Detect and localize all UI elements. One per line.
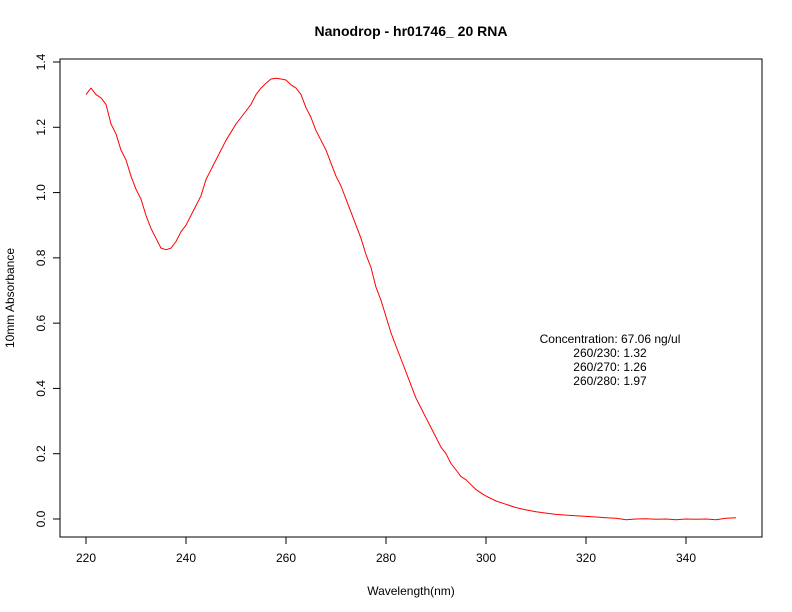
y-tick-label: 0.8	[34, 249, 48, 266]
y-axis-label: 10mm Absorbance	[3, 248, 17, 348]
annotation-concentration: Concentration: 67.06 ng/ul	[540, 332, 681, 346]
x-tick-label: 220	[76, 551, 96, 565]
annotation-box: Concentration: 67.06 ng/ul 260/230: 1.32…	[540, 332, 681, 388]
y-tick-label: 0.0	[34, 510, 48, 527]
x-axis-label: Wavelength(nm)	[367, 584, 455, 598]
y-tick-label: 1.0	[34, 184, 48, 201]
y-tick-label: 0.6	[34, 314, 48, 331]
plot-frame	[59, 58, 763, 538]
x-tick-label: 300	[476, 551, 496, 565]
y-tick-label: 1.4	[34, 53, 48, 70]
y-axis: 0.0 0.2 0.4 0.6 0.8 1.0 1.2 1.4	[34, 53, 61, 527]
x-tick-label: 240	[176, 551, 196, 565]
x-tick-label: 260	[276, 551, 296, 565]
x-axis: 220 240 260 280 300 320 340	[76, 536, 696, 565]
series-line-absorbance	[85, 77, 737, 521]
series-group	[85, 77, 737, 521]
y-tick-label: 0.2	[34, 445, 48, 462]
y-tick-label: 1.2	[34, 119, 48, 136]
x-tick-label: 280	[376, 551, 396, 565]
y-tick-label: 0.4	[34, 380, 48, 397]
x-tick-label: 340	[676, 551, 696, 565]
annotation-ratio-260-270: 260/270: 1.26	[573, 360, 647, 374]
x-tick-label: 320	[576, 551, 596, 565]
annotation-ratio-260-280: 260/280: 1.97	[573, 374, 647, 388]
annotation-ratio-260-230: 260/230: 1.32	[573, 346, 647, 360]
chart-title: Nanodrop - hr01746_ 20 RNA	[315, 23, 508, 39]
